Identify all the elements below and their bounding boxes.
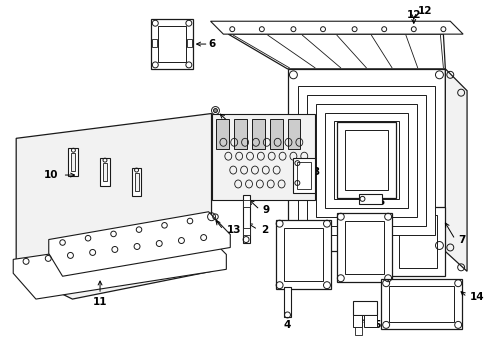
Text: 12: 12 (417, 6, 431, 16)
Circle shape (213, 109, 217, 113)
Bar (333, 121, 398, 199)
Bar (354, 327, 362, 335)
Bar (283, 228, 323, 281)
Bar (297, 162, 310, 189)
Text: 15: 15 (366, 320, 381, 330)
Bar (398, 215, 437, 268)
Bar (100, 158, 110, 186)
Bar (342, 130, 389, 190)
Polygon shape (16, 113, 211, 299)
Bar (364, 315, 377, 327)
Bar (186, 39, 191, 47)
Polygon shape (287, 69, 445, 251)
Bar (336, 213, 391, 282)
Text: 10: 10 (44, 170, 59, 180)
Text: 14: 14 (469, 292, 484, 302)
Bar (344, 130, 387, 190)
Bar (325, 113, 407, 208)
Text: 6: 6 (208, 39, 215, 49)
Text: 5: 5 (377, 197, 384, 207)
Bar (103, 163, 107, 181)
Bar (283, 287, 291, 317)
Text: 2: 2 (260, 225, 267, 235)
Text: 8: 8 (234, 120, 241, 130)
Bar (287, 120, 300, 149)
Bar (315, 104, 416, 217)
Bar (216, 120, 229, 149)
Bar (269, 120, 282, 149)
Text: 11: 11 (93, 297, 107, 307)
Bar (344, 221, 384, 274)
Bar (293, 158, 314, 193)
Text: 4: 4 (283, 320, 290, 330)
Bar (352, 315, 362, 327)
Bar (298, 86, 434, 235)
Bar (158, 26, 185, 62)
Bar (358, 194, 382, 204)
Text: 13: 13 (226, 225, 241, 235)
Bar (243, 195, 249, 243)
Bar (336, 122, 395, 198)
Bar (134, 173, 138, 191)
Bar (388, 286, 453, 322)
Bar (234, 120, 246, 149)
Polygon shape (445, 69, 466, 271)
Bar (275, 220, 330, 289)
Bar (152, 39, 157, 47)
Polygon shape (211, 113, 314, 200)
Polygon shape (13, 231, 226, 299)
Text: 1: 1 (309, 272, 317, 282)
Text: 3: 3 (311, 167, 319, 177)
Polygon shape (228, 34, 445, 69)
Polygon shape (210, 21, 462, 34)
Text: 12: 12 (406, 10, 420, 20)
Bar (381, 279, 461, 329)
Bar (251, 120, 264, 149)
Polygon shape (49, 212, 230, 276)
Bar (352, 301, 377, 315)
Text: 9: 9 (263, 205, 269, 215)
Bar (243, 200, 249, 207)
Bar (131, 168, 141, 196)
Bar (390, 207, 445, 276)
Bar (306, 95, 425, 226)
Bar (243, 228, 249, 235)
Text: 7: 7 (457, 234, 465, 244)
Bar (151, 19, 192, 69)
Bar (68, 148, 78, 176)
Bar (71, 153, 75, 171)
